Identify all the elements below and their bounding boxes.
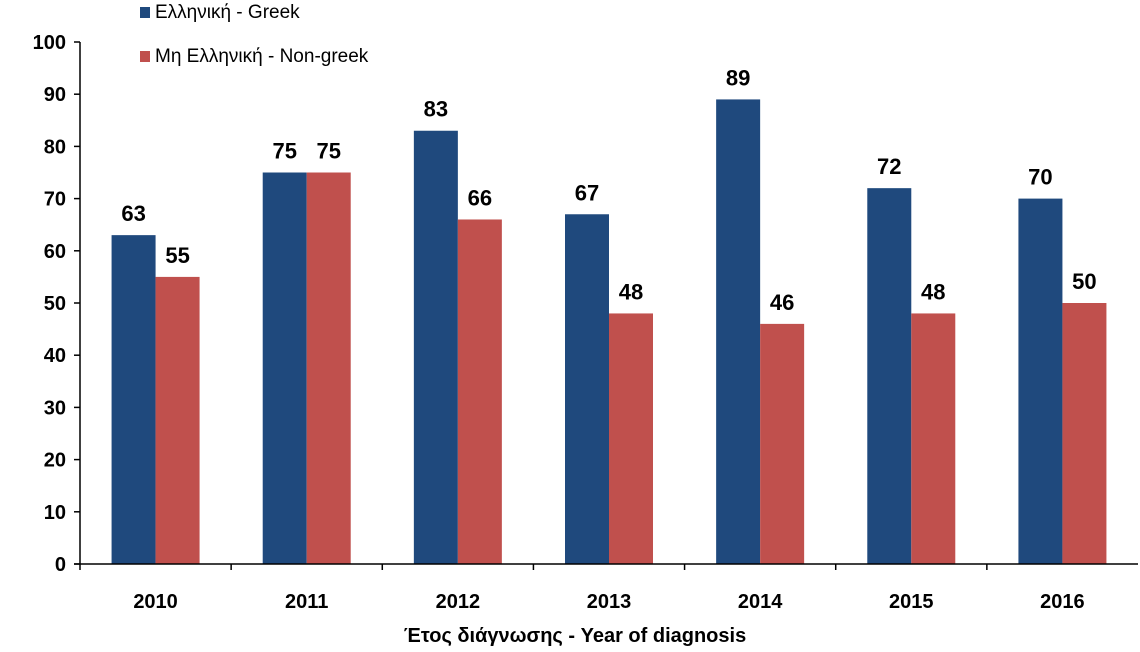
bar-non-greek-2016 [1062,303,1107,564]
y-tick-label-90: 90 [44,84,66,106]
axes-group: 2010 2011 2012 2013 2014 2015 2016010203040506… [33,32,1138,613]
data-label-greek-2010: 63 [121,201,145,226]
y-tick-label-80: 80 [44,136,66,158]
data-label-greek-2015: 72 [877,154,901,179]
data-label-greek-2016: 70 [1028,165,1052,190]
y-tick-label-0: 0 [55,554,66,576]
data-label-non-greek-2014: 46 [770,290,794,315]
bar-non-greek-2015 [911,313,956,564]
y-tick-label-10: 10 [44,502,66,524]
bar-non-greek-2013 [609,313,653,564]
y-tick-label-60: 60 [44,241,66,263]
x-tick-label-2010: 2010 [133,591,178,613]
y-tick-label-100: 100 [33,32,66,54]
bars-group [111,99,1107,565]
data-label-non-greek-2012: 66 [468,185,492,210]
y-tick-label-70: 70 [44,189,66,211]
data-label-greek-2012: 83 [424,97,448,122]
legend-swatch-greek [140,7,150,18]
bar-non-greek-2014 [760,323,805,564]
bar-greek-2014 [716,99,761,565]
data-label-non-greek-2013: 48 [619,279,643,304]
x-tick-label-2016: 2016 [1040,591,1085,613]
x-tick-label-2011: 2011 [285,591,328,613]
data-label-greek-2014: 89 [726,65,750,90]
data-label-greek-2011: 75 [272,139,296,164]
legend-label-greek: Ελληνική - Greek [155,2,300,23]
data-label-non-greek-2010: 55 [165,243,189,268]
x-tick-label-2015: 2015 [889,591,934,613]
legend-label-non-greek: Μη Ελληνική - Non-greek [155,46,369,67]
legend-swatch-non-greek [140,51,150,62]
bar-greek-2015 [867,188,912,564]
bar-non-greek-2011 [306,172,351,564]
bar-greek-2011 [262,172,307,564]
x-tick-label-2012: 2012 [436,591,481,613]
y-tick-label-30: 30 [44,397,66,419]
bar-non-greek-2010 [155,276,200,564]
legend: Ελληνική - Greek Μη Ελληνική - Non-greek [140,2,369,67]
data-label-non-greek-2011: 75 [316,139,340,164]
y-tick-label-20: 20 [44,450,66,472]
bar-greek-2013 [565,214,609,564]
data-label-non-greek-2016: 50 [1072,269,1096,294]
bar-greek-2012 [413,130,458,565]
data-label-non-greek-2015: 48 [921,279,945,304]
bar-greek-2016 [1018,198,1063,564]
x-tick-label-2014: 2014 [738,591,783,613]
x-axis-title: Έτος διάγνωσης - Year of diagnosis [404,625,746,647]
bar-non-greek-2012 [457,219,502,565]
y-tick-label-50: 50 [44,293,66,315]
bar-greek-2010 [111,235,156,564]
data-labels-group: 63 55 75 75 83 66 67 48 89 46 72 48 70 50 [121,65,1096,314]
y-tick-label-40: 40 [44,345,66,367]
x-tick-label-2013: 2013 [587,591,632,613]
data-label-greek-2013: 67 [575,180,599,205]
